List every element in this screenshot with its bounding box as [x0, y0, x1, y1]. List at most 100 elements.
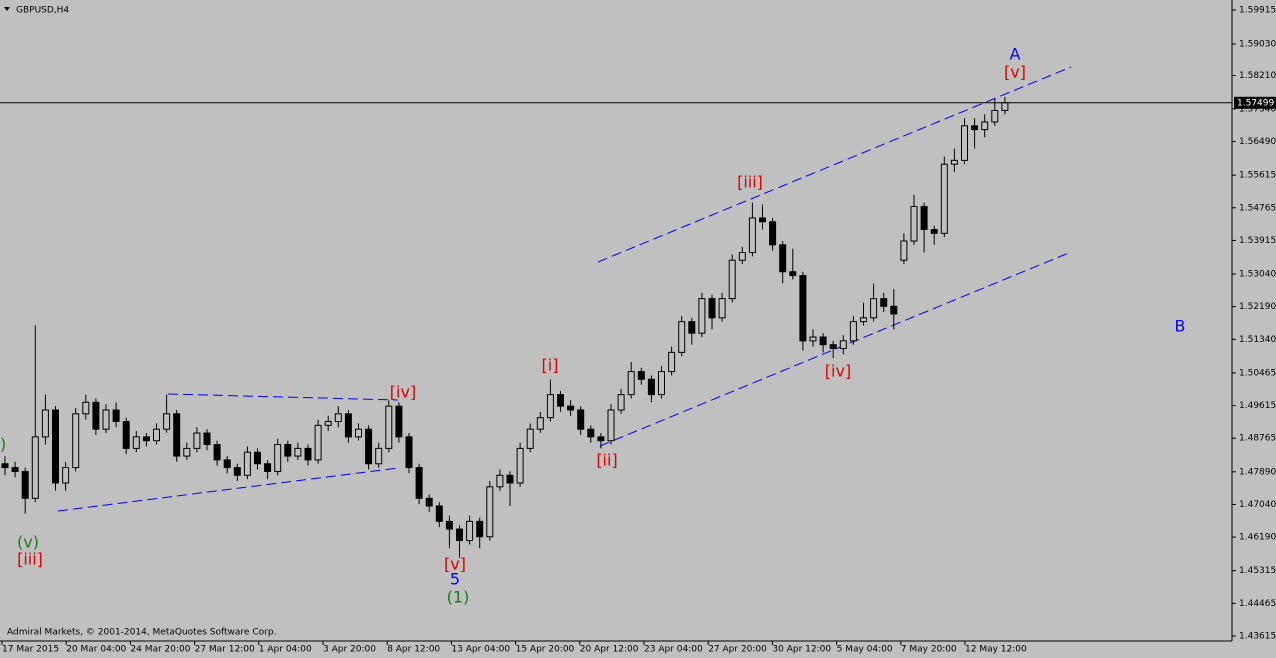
candle-body: [163, 413, 171, 430]
candle-body: [405, 436, 413, 469]
y-tick-label: 1.55615: [1239, 171, 1276, 181]
copyright: Admiral Markets, © 2001-2014, MetaQuotes…: [7, 628, 276, 638]
candle-body: [183, 447, 191, 457]
candle-body: [910, 205, 918, 242]
chart-title: GBPUSD,H4: [16, 6, 69, 16]
candle-body: [526, 428, 534, 449]
candle-body: [466, 520, 474, 542]
y-tick-label: 1.46190: [1239, 533, 1276, 543]
candle-body: [274, 444, 282, 472]
candle-body: [31, 436, 39, 499]
candle-body: [173, 413, 181, 457]
y-tick-label: 1.53040: [1239, 270, 1276, 280]
wave-label: [i]: [542, 356, 559, 375]
y-tick-label: 1.49615: [1239, 401, 1276, 411]
x-tick-label: 27 Mar 12:00: [195, 645, 255, 655]
candle-body: [557, 394, 564, 407]
wave-label: [ii]: [596, 451, 617, 470]
candle-body: [41, 409, 49, 438]
candle-body: [496, 474, 504, 488]
x-tick-label: 20 Mar 04:00: [66, 645, 126, 655]
candle-body: [698, 298, 706, 334]
x-tick-label: 15 Apr 20:00: [516, 645, 575, 655]
trend-lines: [57, 66, 1072, 512]
candle-body: [930, 228, 938, 234]
candle-body: [82, 401, 90, 415]
candle-body: [102, 409, 110, 430]
candle-body: [213, 444, 221, 461]
wave-label: B: [1175, 317, 1186, 336]
candle-body: [223, 459, 231, 469]
candle-body: [627, 371, 635, 396]
candle-body: [284, 444, 292, 457]
y-tick-label: 1.59030: [1239, 39, 1276, 49]
y-tick-label: 1.58210: [1239, 71, 1276, 81]
candle-body: [122, 421, 130, 449]
channel-lower: [599, 251, 1072, 447]
candle-body: [991, 109, 999, 123]
candle-body: [779, 244, 787, 273]
candle-body: [940, 163, 948, 234]
candle-body: [971, 125, 979, 131]
y-tick-label: 1.54765: [1239, 203, 1276, 213]
wave-label: A: [1010, 45, 1021, 64]
candle-body: [920, 205, 928, 230]
y-tick-label: 1.56490: [1239, 137, 1276, 147]
candle-body: [728, 259, 736, 300]
x-tick-label: 23 Apr 04:00: [644, 645, 703, 655]
candle-body: [718, 298, 726, 319]
wave-label: (1): [447, 588, 470, 607]
x-tick-label: 13 Apr 04:00: [451, 645, 510, 655]
y-tick-label: 1.48765: [1239, 434, 1276, 444]
wave-label: (v): [17, 533, 39, 552]
candle-body: [476, 520, 484, 538]
candle-body: [1001, 102, 1009, 111]
candle-body: [900, 240, 908, 261]
channel-upper: [597, 66, 1072, 263]
y-tick-label: 1.51340: [1239, 335, 1276, 345]
candle-body: [435, 505, 443, 522]
candle-body: [678, 321, 686, 353]
candle-body: [395, 405, 403, 438]
candle-body: [658, 371, 665, 396]
current-price-label: 1.57499: [1237, 98, 1274, 108]
candle-body: [243, 451, 251, 476]
wave-label: [iii]: [17, 550, 43, 569]
x-tick-label: 17 Mar 2015: [2, 645, 59, 655]
candle-body: [254, 451, 261, 465]
wave-label: [v]: [1004, 63, 1026, 82]
candle-body: [21, 470, 29, 499]
candle-body: [334, 413, 342, 423]
y-tick-label: 1.52190: [1239, 302, 1276, 312]
candle-body: [264, 463, 272, 472]
candle-body: [647, 378, 655, 396]
candle-body: [112, 409, 120, 423]
wave-label: ): [0, 435, 6, 454]
y-tick-label: 1.50465: [1239, 368, 1276, 378]
candle-body: [819, 336, 827, 346]
candle-body: [536, 417, 544, 430]
candle-body: [294, 447, 302, 457]
x-tick-label: 12 May 12:00: [965, 645, 1027, 655]
candle-body: [445, 520, 453, 530]
candle-body: [546, 394, 554, 419]
candle-body: [1, 463, 9, 469]
candle-body: [597, 436, 605, 442]
y-tick-label: 1.43615: [1239, 632, 1276, 642]
x-tick-label: 5 May 04:00: [837, 645, 893, 655]
candle-body: [516, 447, 524, 484]
triangle-lower: [57, 467, 399, 512]
wave-label: [v]: [444, 555, 466, 574]
y-tick-label: 1.59915: [1239, 6, 1276, 16]
candle-body: [880, 298, 888, 307]
candle-body: [748, 217, 756, 254]
candle-body: [637, 371, 645, 380]
candle-body: [981, 121, 989, 131]
candle-body: [950, 159, 958, 165]
candle-body: [193, 432, 201, 449]
candle-body: [324, 421, 332, 426]
y-tick-label: 1.45315: [1239, 566, 1276, 576]
candle-body: [688, 321, 696, 334]
x-tick-label: 20 Apr 12:00: [580, 645, 639, 655]
